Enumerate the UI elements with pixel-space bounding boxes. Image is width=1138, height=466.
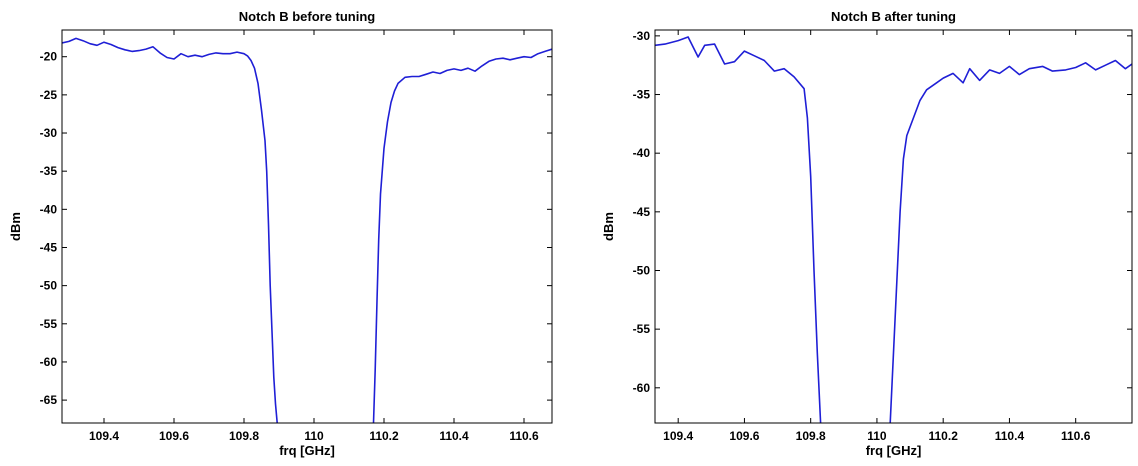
x-tick-label: 109.6 [729, 429, 759, 443]
x-tick-label: 110.4 [439, 429, 469, 443]
chart-1: Notch B before tuning 109.4 109.6 109.8 110 1… [8, 9, 553, 458]
chart-title: Notch B before tuning [239, 9, 376, 24]
y-tick-label: -50 [633, 263, 651, 277]
x-tick-label: 109.8 [796, 429, 826, 443]
y-tick-label: -65 [40, 393, 58, 407]
chart-2: Notch B after tuning 109.4 109.6 109.8 110 11… [601, 9, 1133, 458]
x-tick-label: 110.6 [1061, 429, 1091, 443]
series-line-segment-2 [889, 59, 1132, 423]
plot-frame [654, 29, 1133, 424]
y-tick-label: -55 [633, 322, 651, 336]
plot-frame [61, 29, 553, 424]
x-tick-label: 110.6 [509, 429, 539, 443]
x-tick-label: 110.2 [929, 429, 959, 443]
y-tick-label: -50 [40, 279, 58, 293]
y-axis-label: dBm [601, 212, 616, 241]
y-tick-label: -35 [633, 88, 651, 102]
y-tick-label: -45 [633, 205, 651, 219]
y-tick-label: -60 [633, 381, 651, 395]
y-tick-label: -25 [40, 88, 58, 102]
y-tick-label: -55 [40, 317, 58, 331]
x-axis-label: frq [GHz] [866, 443, 922, 458]
y-tick-label: -30 [40, 126, 58, 140]
x-axis-label: frq [GHz] [279, 443, 335, 458]
y-tick-label: -30 [633, 29, 651, 43]
x-tick-label: 110.2 [369, 429, 399, 443]
y-tick-label: -40 [40, 202, 58, 216]
x-tick-label: 110.4 [995, 429, 1025, 443]
series-line-segment-1 [655, 36, 822, 423]
series-line-segment-1 [62, 37, 278, 423]
y-tick-label: -40 [633, 146, 651, 160]
y-axis-label: dBm [8, 212, 23, 241]
y-tick-label: -20 [40, 50, 58, 64]
x-tick-label: 110 [867, 429, 887, 443]
y-tick-label: -35 [40, 164, 58, 178]
x-tick-label: 109.6 [159, 429, 189, 443]
y-tick-label: -60 [40, 355, 58, 369]
x-tick-label: 110 [304, 429, 324, 443]
chart-title: Notch B after tuning [831, 9, 956, 24]
y-tick-label: -45 [40, 240, 58, 254]
x-tick-label: 109.4 [89, 429, 119, 443]
x-tick-label: 109.4 [663, 429, 693, 443]
series-line-segment-2 [372, 48, 552, 423]
x-tick-label: 109.8 [229, 429, 259, 443]
